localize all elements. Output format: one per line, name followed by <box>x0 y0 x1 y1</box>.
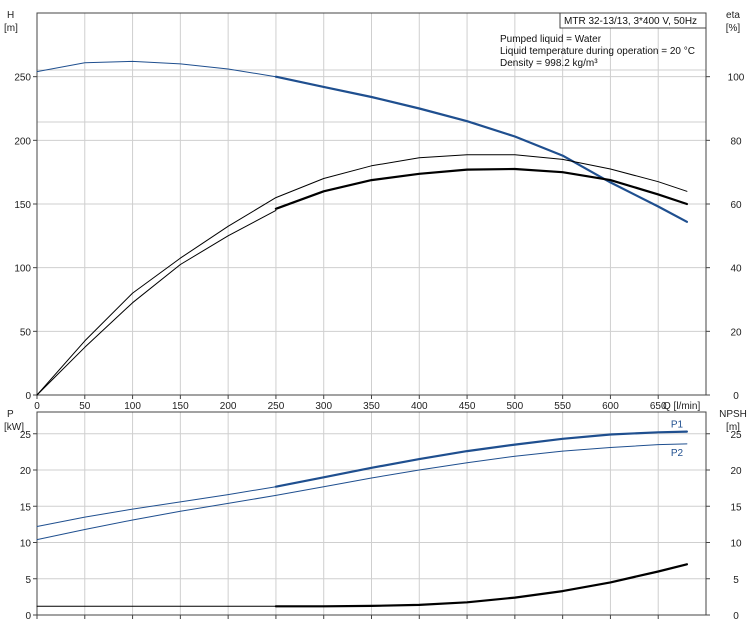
series-line <box>274 430 688 488</box>
y-axis-label: H <box>7 10 14 21</box>
y-axis-unit: [m] <box>4 23 18 34</box>
y2-tick-label: 20 <box>730 466 742 477</box>
y2-tick-label: 15 <box>730 502 742 513</box>
y2-tick-label: 0 <box>733 611 739 622</box>
y2-axis-unit: [m] <box>726 422 740 433</box>
y-tick-label: 100 <box>14 264 31 275</box>
y-tick-label: 0 <box>25 611 31 622</box>
y2-axis-label: NPSH <box>719 409 747 420</box>
y-tick-label: 150 <box>14 200 31 211</box>
y-axis-label: P <box>7 409 14 420</box>
y2-axis-label: eta <box>726 10 740 21</box>
series-line <box>36 209 277 396</box>
series-label-p2: P2 <box>671 448 684 459</box>
power-npsh-panel: 0 5 10 15 20 25 0 5 10 15 20 25 P [kW] NPSH [m] P1 P2 <box>4 409 747 622</box>
y2-tick-label: 0 <box>733 391 739 402</box>
series-line <box>36 443 688 541</box>
series-label-p1: P1 <box>671 420 684 431</box>
y-tick-label: 250 <box>14 73 31 84</box>
y2-tick-label: 20 <box>730 327 742 338</box>
model-label: MTR 32-13/13, 3*400 V, 50Hz <box>564 16 697 27</box>
x-tick-label: 600 <box>602 401 619 412</box>
y2-tick-label: 10 <box>730 539 742 550</box>
x-tick-label: 400 <box>411 401 428 412</box>
y-tick-label: 5 <box>25 575 31 586</box>
y2-tick-label: 100 <box>728 73 745 84</box>
x-tick-label: 300 <box>315 401 332 412</box>
y-tick-label: 200 <box>14 136 31 147</box>
head-efficiency-panel: 0 50 100 150 200 250 0 20 40 60 80 100 0 50 100 150 200 2… <box>4 10 745 412</box>
x-tick-label: 350 <box>363 401 380 412</box>
y2-tick-label: 80 <box>730 136 742 147</box>
series-line <box>36 60 277 78</box>
y-tick-label: 0 <box>25 391 31 402</box>
y2-tick-label: 25 <box>730 430 742 441</box>
info-line: Density = 998.2 kg/m³ <box>500 58 598 69</box>
info-line: Pumped liquid = Water <box>500 34 602 45</box>
y2-tick-label: 60 <box>730 200 742 211</box>
series-line <box>274 75 688 223</box>
x-tick-label: 0 <box>34 401 40 412</box>
x-tick-label: 500 <box>507 401 524 412</box>
series-line <box>36 486 277 527</box>
x-axis-label: Q [l/min] <box>663 401 700 412</box>
x-tick-label: 250 <box>268 401 285 412</box>
y-tick-label: 20 <box>20 466 32 477</box>
y2-tick-label: 5 <box>733 575 739 586</box>
model-box <box>559 12 707 29</box>
x-tick-label: 150 <box>172 401 189 412</box>
x-tick-label: 50 <box>79 401 91 412</box>
y-tick-label: 15 <box>20 502 32 513</box>
info-line: Liquid temperature during operation = 20… <box>500 46 695 57</box>
x-tick-label: 650 <box>650 401 667 412</box>
x-tick-label: 450 <box>459 401 476 412</box>
series-line <box>274 167 688 210</box>
x-tick-label: 200 <box>220 401 237 412</box>
y-axis-unit: [kW] <box>4 422 24 433</box>
y-tick-label: 50 <box>20 327 32 338</box>
y-tick-label: 10 <box>20 539 32 550</box>
y2-tick-label: 40 <box>730 264 742 275</box>
y2-axis-unit: [%] <box>726 23 741 34</box>
series-line <box>36 154 688 396</box>
x-tick-label: 100 <box>124 401 141 412</box>
x-tick-label: 550 <box>554 401 571 412</box>
y-tick-label: 25 <box>20 430 32 441</box>
series-line <box>274 563 688 608</box>
